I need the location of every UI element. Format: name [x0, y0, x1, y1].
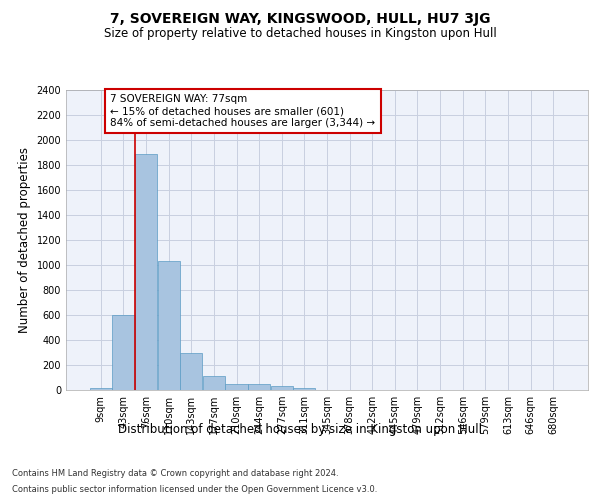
Y-axis label: Number of detached properties: Number of detached properties — [18, 147, 31, 333]
Text: Contains HM Land Registry data © Crown copyright and database right 2024.: Contains HM Land Registry data © Crown c… — [12, 468, 338, 477]
Text: 7, SOVEREIGN WAY, KINGSWOOD, HULL, HU7 3JG: 7, SOVEREIGN WAY, KINGSWOOD, HULL, HU7 3… — [110, 12, 490, 26]
Bar — [112, 315, 134, 390]
Bar — [158, 261, 180, 390]
Bar — [90, 388, 112, 390]
Text: Size of property relative to detached houses in Kingston upon Hull: Size of property relative to detached ho… — [104, 28, 496, 40]
Bar — [293, 388, 316, 390]
Bar — [248, 384, 270, 390]
Bar — [135, 154, 157, 390]
Text: Distribution of detached houses by size in Kingston upon Hull: Distribution of detached houses by size … — [118, 422, 482, 436]
Bar — [271, 386, 293, 390]
Text: Contains public sector information licensed under the Open Government Licence v3: Contains public sector information licen… — [12, 485, 377, 494]
Text: 7 SOVEREIGN WAY: 77sqm
← 15% of detached houses are smaller (601)
84% of semi-de: 7 SOVEREIGN WAY: 77sqm ← 15% of detached… — [110, 94, 376, 128]
Bar — [203, 376, 225, 390]
Bar — [180, 353, 202, 390]
Bar — [226, 384, 248, 390]
